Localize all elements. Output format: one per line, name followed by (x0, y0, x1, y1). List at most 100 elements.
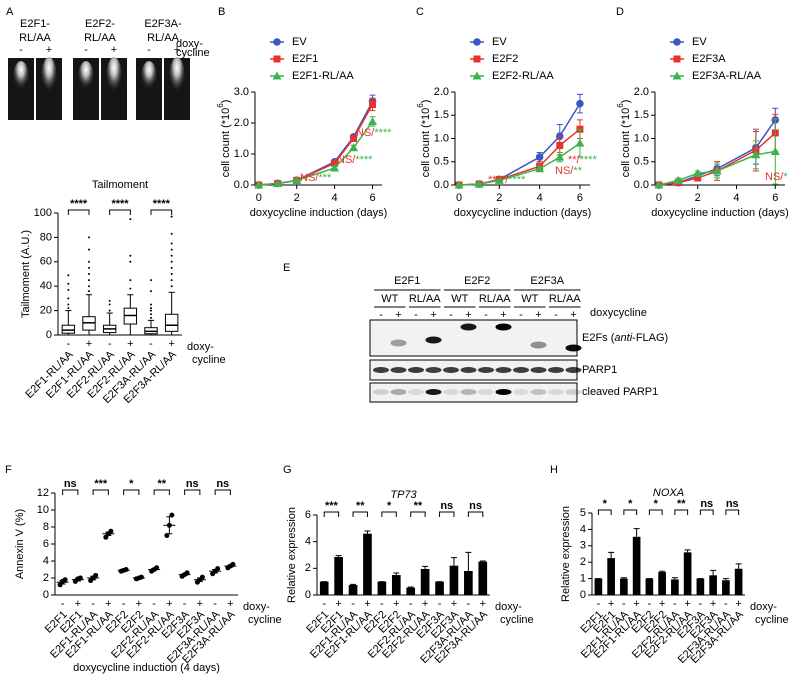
y-tick-label: 60 (40, 256, 52, 268)
blot-row-name-part: anti (614, 332, 632, 344)
bar (478, 561, 488, 595)
significance-bracket (699, 509, 714, 515)
blot-band (478, 367, 494, 373)
outlier (170, 285, 173, 288)
sign-label: - (183, 598, 187, 610)
outlier (129, 254, 132, 257)
row-label: doxy-cycline (495, 601, 534, 626)
significance-label: *** (325, 500, 339, 512)
blot-sign: - (379, 309, 383, 321)
series-line (258, 121, 374, 186)
y-tick-label: 6 (305, 509, 311, 521)
data-point (254, 180, 264, 189)
significance-bracket (648, 509, 663, 515)
row-label-part: doxy- (187, 341, 214, 353)
blot-band (495, 323, 512, 331)
data-point (199, 574, 205, 580)
outlier (88, 260, 90, 263)
sign-label: - (152, 598, 156, 610)
series-line (458, 142, 581, 186)
blot-subgroup-label: RL/AA (479, 293, 511, 305)
blot-row-label: doxycycline (590, 307, 647, 319)
error-bar (227, 564, 234, 568)
outlier (88, 279, 90, 282)
chart-title: TP73 (390, 489, 417, 501)
outlier (67, 307, 70, 310)
outlier (88, 285, 90, 288)
outlier (88, 266, 90, 269)
x-tick-label: 6 (772, 192, 778, 204)
panel-label: D (616, 6, 624, 18)
outlier (150, 303, 152, 306)
bar (319, 581, 329, 595)
sign-label: + (136, 598, 142, 610)
y-axis-label-part: ) (620, 100, 632, 104)
blot-band (425, 336, 442, 344)
y-tick-label: 12 (37, 487, 49, 499)
row-label: doxy-cycline (243, 601, 282, 626)
significance-bracket (92, 489, 109, 495)
bar (406, 587, 416, 595)
blot-subgroup-label: RL/AA (549, 293, 581, 305)
bar (420, 569, 430, 595)
annotation-part: NS/ (555, 165, 574, 177)
x-tick-label: 6 (369, 192, 375, 204)
chart-title: NOXA (653, 487, 684, 499)
blot-band (390, 339, 407, 347)
sign-label: - (322, 598, 326, 610)
panel-label: F (5, 464, 12, 476)
blot-group-label: E2F3A (530, 275, 564, 287)
data-point (535, 153, 544, 161)
box (164, 313, 179, 332)
y-tick-label: 0.0 (234, 179, 249, 191)
panel-label: E (283, 262, 290, 274)
error-bar (135, 577, 142, 579)
data-point (694, 174, 702, 182)
significance-bracket (62, 489, 79, 495)
bar (696, 578, 705, 595)
significance-label: ** (157, 478, 166, 490)
y-axis-label-part: 6 (216, 103, 225, 108)
outlier (170, 248, 173, 251)
significance-label: *** (94, 478, 108, 490)
annotation-part: **/ (568, 154, 581, 166)
y-tick-label: 1.5 (434, 109, 449, 121)
annotation: NS/**** (337, 154, 373, 166)
y-tick-label: 0.5 (634, 156, 649, 168)
bar (449, 565, 459, 595)
outlier (150, 313, 152, 316)
legend-marker (673, 55, 681, 63)
y-tick-label: 4 (305, 536, 311, 548)
error-bar (465, 551, 472, 571)
comet-head (141, 61, 157, 95)
x-axis-label: doxycycline induction (days) (250, 207, 388, 219)
panel-label: H (550, 464, 558, 476)
y-tick-label: 8 (43, 521, 49, 533)
y-tick-label: 0.0 (434, 179, 449, 191)
sign-label: - (122, 598, 126, 610)
significance-bracket (467, 511, 484, 517)
x-tick-label: 4 (537, 192, 543, 204)
annotation: NS/**** (356, 127, 392, 139)
y-axis-label-part: ) (420, 100, 432, 104)
y-tick-label: 0 (43, 589, 49, 601)
blot-band (565, 389, 582, 395)
bar (377, 581, 387, 595)
blot-row-name-part: PARP1 (582, 364, 617, 376)
row-label-part: cycline (755, 614, 789, 626)
legend-marker (273, 55, 281, 63)
data-point (369, 100, 377, 108)
sign-label: + (710, 598, 716, 610)
bar (683, 552, 692, 595)
x-tick-label: 4 (332, 192, 338, 204)
sign-label: + (166, 598, 172, 610)
y-axis-label-part: cell count (*10 (220, 108, 232, 178)
x-tick-label: 4 (733, 192, 739, 204)
blot-subgroup-label: WT (381, 293, 398, 305)
sign-label: - (597, 598, 601, 610)
annotation: ****/**** (488, 174, 526, 186)
outlier (88, 290, 90, 293)
chart-title: Tailmoment (92, 179, 148, 191)
outlier (129, 279, 132, 282)
blot-group-label: E2F1 (394, 275, 420, 287)
